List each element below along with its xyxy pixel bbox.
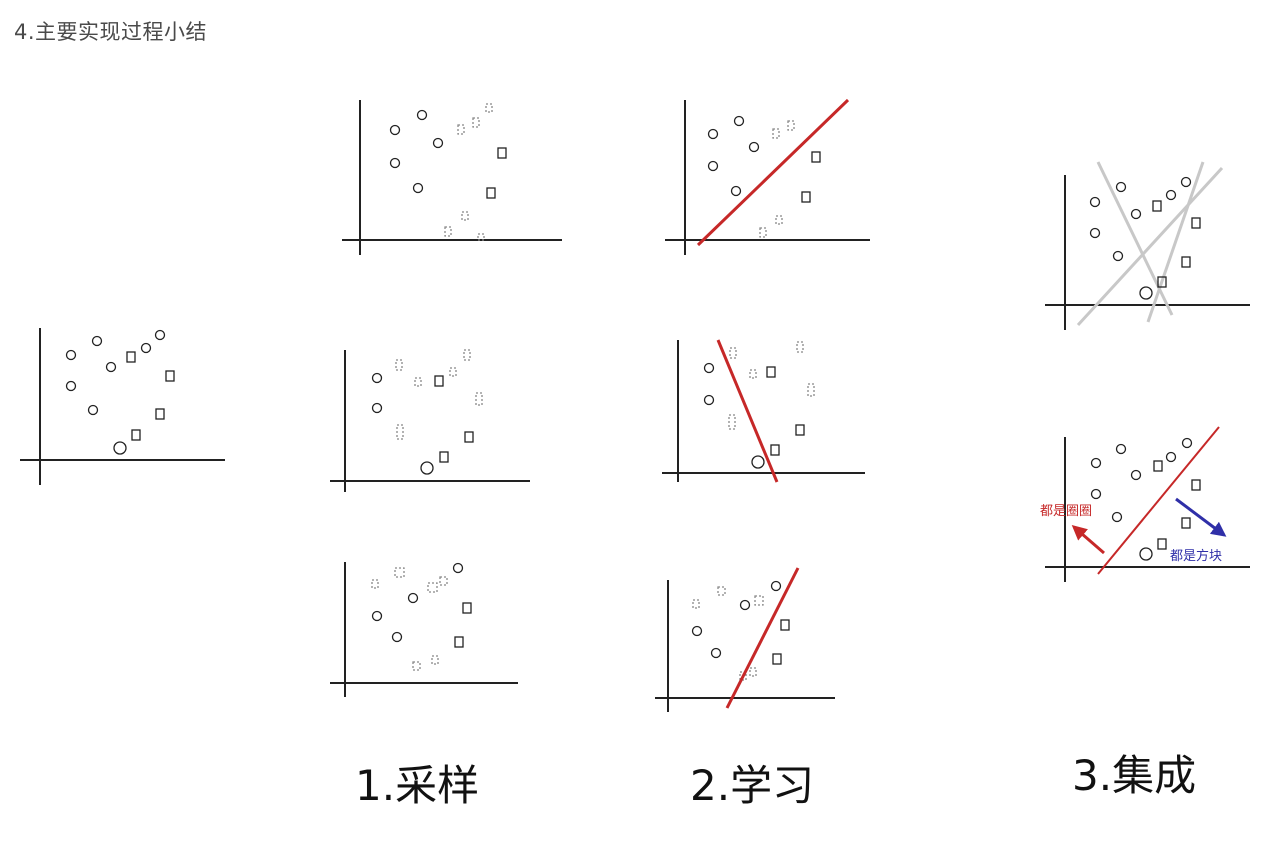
circle-point xyxy=(87,404,99,416)
learned-plot-2 xyxy=(662,339,865,483)
circle-side-arrow xyxy=(1071,525,1105,555)
square-point xyxy=(155,408,165,420)
circle-point xyxy=(105,361,117,373)
ensemble-weak-learners-plot xyxy=(1045,161,1250,330)
sample-plot-2 xyxy=(330,349,530,492)
learned-classifier-line xyxy=(696,98,850,247)
ensemble-final-plot xyxy=(1045,426,1250,582)
square-point xyxy=(131,429,141,441)
step-learning-caption: 2.学习 xyxy=(690,761,815,810)
learned-plot-3 xyxy=(655,567,835,712)
circle-point xyxy=(154,329,166,341)
circle-point xyxy=(65,380,77,392)
square-side-arrow xyxy=(1175,497,1227,537)
original-dataset-plot xyxy=(20,328,225,485)
squares-side-label: 都是方块 xyxy=(1170,548,1222,564)
step-sampling-caption: 1.采样 xyxy=(355,761,480,810)
circle-point xyxy=(65,349,77,361)
sample-plot-3 xyxy=(330,562,518,697)
learned-classifier-line xyxy=(725,567,800,709)
learned-classifier-line xyxy=(716,339,779,483)
ensemble-classifier-line xyxy=(1097,426,1220,575)
square-point xyxy=(126,351,136,363)
square-point xyxy=(165,370,175,382)
page-heading: 4.主要实现过程小结 xyxy=(14,20,208,44)
circles-side-label: 都是圈圈 xyxy=(1040,504,1092,519)
circle-point xyxy=(91,335,103,347)
circle-point xyxy=(140,342,152,354)
sample-plot-1 xyxy=(342,100,562,255)
circle-point xyxy=(113,441,127,455)
weak-learner-line xyxy=(1076,166,1224,327)
learned-plot-1 xyxy=(665,98,870,255)
weak-learner-line xyxy=(1146,161,1205,323)
step-ensemble-caption: 3.集成 xyxy=(1072,751,1197,800)
